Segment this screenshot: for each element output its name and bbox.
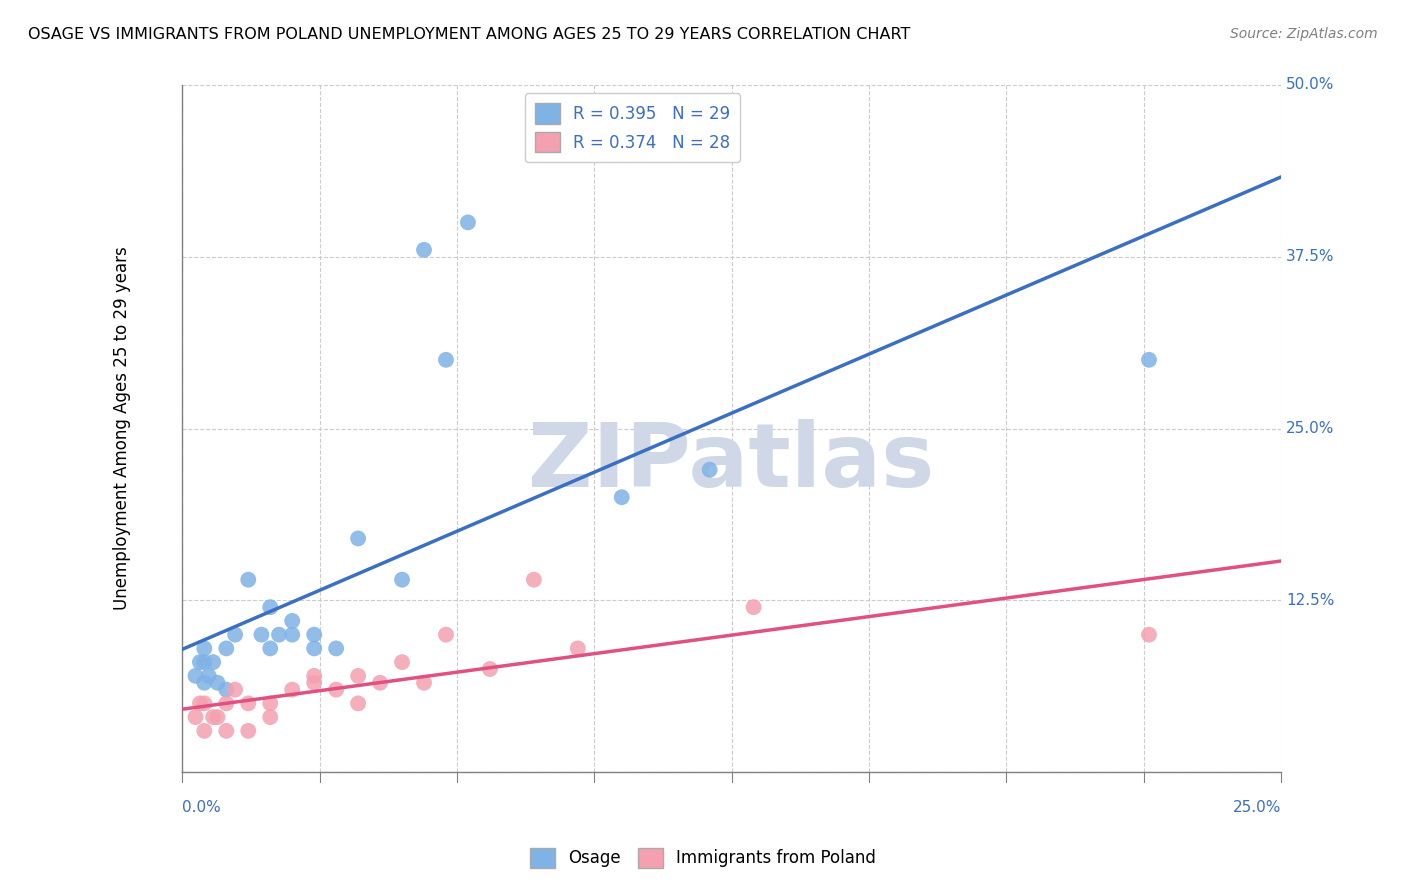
Point	[259, 641, 281, 656]
Point	[742, 600, 765, 615]
Text: 25.0%: 25.0%	[1286, 421, 1334, 436]
Point	[188, 697, 211, 711]
Point	[347, 669, 370, 683]
Point	[302, 627, 325, 641]
Point	[281, 627, 304, 641]
Point	[259, 600, 281, 615]
Point	[302, 675, 325, 690]
Point	[193, 697, 215, 711]
Point	[224, 682, 246, 697]
Text: ZIPatlas: ZIPatlas	[529, 419, 935, 507]
Point	[267, 627, 290, 641]
Point	[391, 655, 413, 669]
Point	[184, 710, 207, 724]
Point	[193, 641, 215, 656]
Point	[259, 697, 281, 711]
Point	[413, 675, 436, 690]
Text: 12.5%: 12.5%	[1286, 593, 1334, 607]
Point	[202, 710, 225, 724]
Point	[188, 655, 211, 669]
Point	[434, 627, 457, 641]
Point	[368, 675, 391, 690]
Point	[215, 697, 238, 711]
Point	[302, 669, 325, 683]
Point	[347, 697, 370, 711]
Point	[224, 627, 246, 641]
Point	[478, 662, 501, 676]
Point	[281, 682, 304, 697]
Point	[281, 614, 304, 628]
Point	[215, 641, 238, 656]
Point	[197, 669, 219, 683]
Point	[215, 723, 238, 738]
Point	[193, 655, 215, 669]
Point	[238, 697, 260, 711]
Point	[325, 641, 347, 656]
Point	[699, 463, 721, 477]
Text: OSAGE VS IMMIGRANTS FROM POLAND UNEMPLOYMENT AMONG AGES 25 TO 29 YEARS CORRELATI: OSAGE VS IMMIGRANTS FROM POLAND UNEMPLOY…	[28, 27, 911, 42]
Text: Unemployment Among Ages 25 to 29 years: Unemployment Among Ages 25 to 29 years	[112, 247, 131, 610]
Text: 25.0%: 25.0%	[1233, 799, 1281, 814]
Point	[207, 710, 229, 724]
Point	[457, 215, 479, 229]
Point	[325, 682, 347, 697]
Point	[347, 532, 370, 546]
Point	[184, 669, 207, 683]
Point	[1137, 627, 1160, 641]
Point	[302, 641, 325, 656]
Point	[250, 627, 273, 641]
Text: 37.5%: 37.5%	[1286, 249, 1334, 264]
Legend: Osage, Immigrants from Poland: Osage, Immigrants from Poland	[523, 841, 883, 875]
Point	[434, 352, 457, 367]
Point	[259, 710, 281, 724]
Text: Source: ZipAtlas.com: Source: ZipAtlas.com	[1230, 27, 1378, 41]
Legend: R = 0.395   N = 29, R = 0.374   N = 28: R = 0.395 N = 29, R = 0.374 N = 28	[524, 94, 741, 162]
Point	[610, 490, 633, 504]
Point	[202, 655, 225, 669]
Point	[193, 675, 215, 690]
Point	[567, 641, 589, 656]
Point	[193, 723, 215, 738]
Point	[238, 573, 260, 587]
Point	[1137, 352, 1160, 367]
Text: 0.0%: 0.0%	[183, 799, 221, 814]
Point	[207, 675, 229, 690]
Point	[391, 573, 413, 587]
Point	[523, 573, 546, 587]
Point	[238, 723, 260, 738]
Point	[413, 243, 436, 257]
Text: 50.0%: 50.0%	[1286, 78, 1334, 93]
Point	[215, 682, 238, 697]
